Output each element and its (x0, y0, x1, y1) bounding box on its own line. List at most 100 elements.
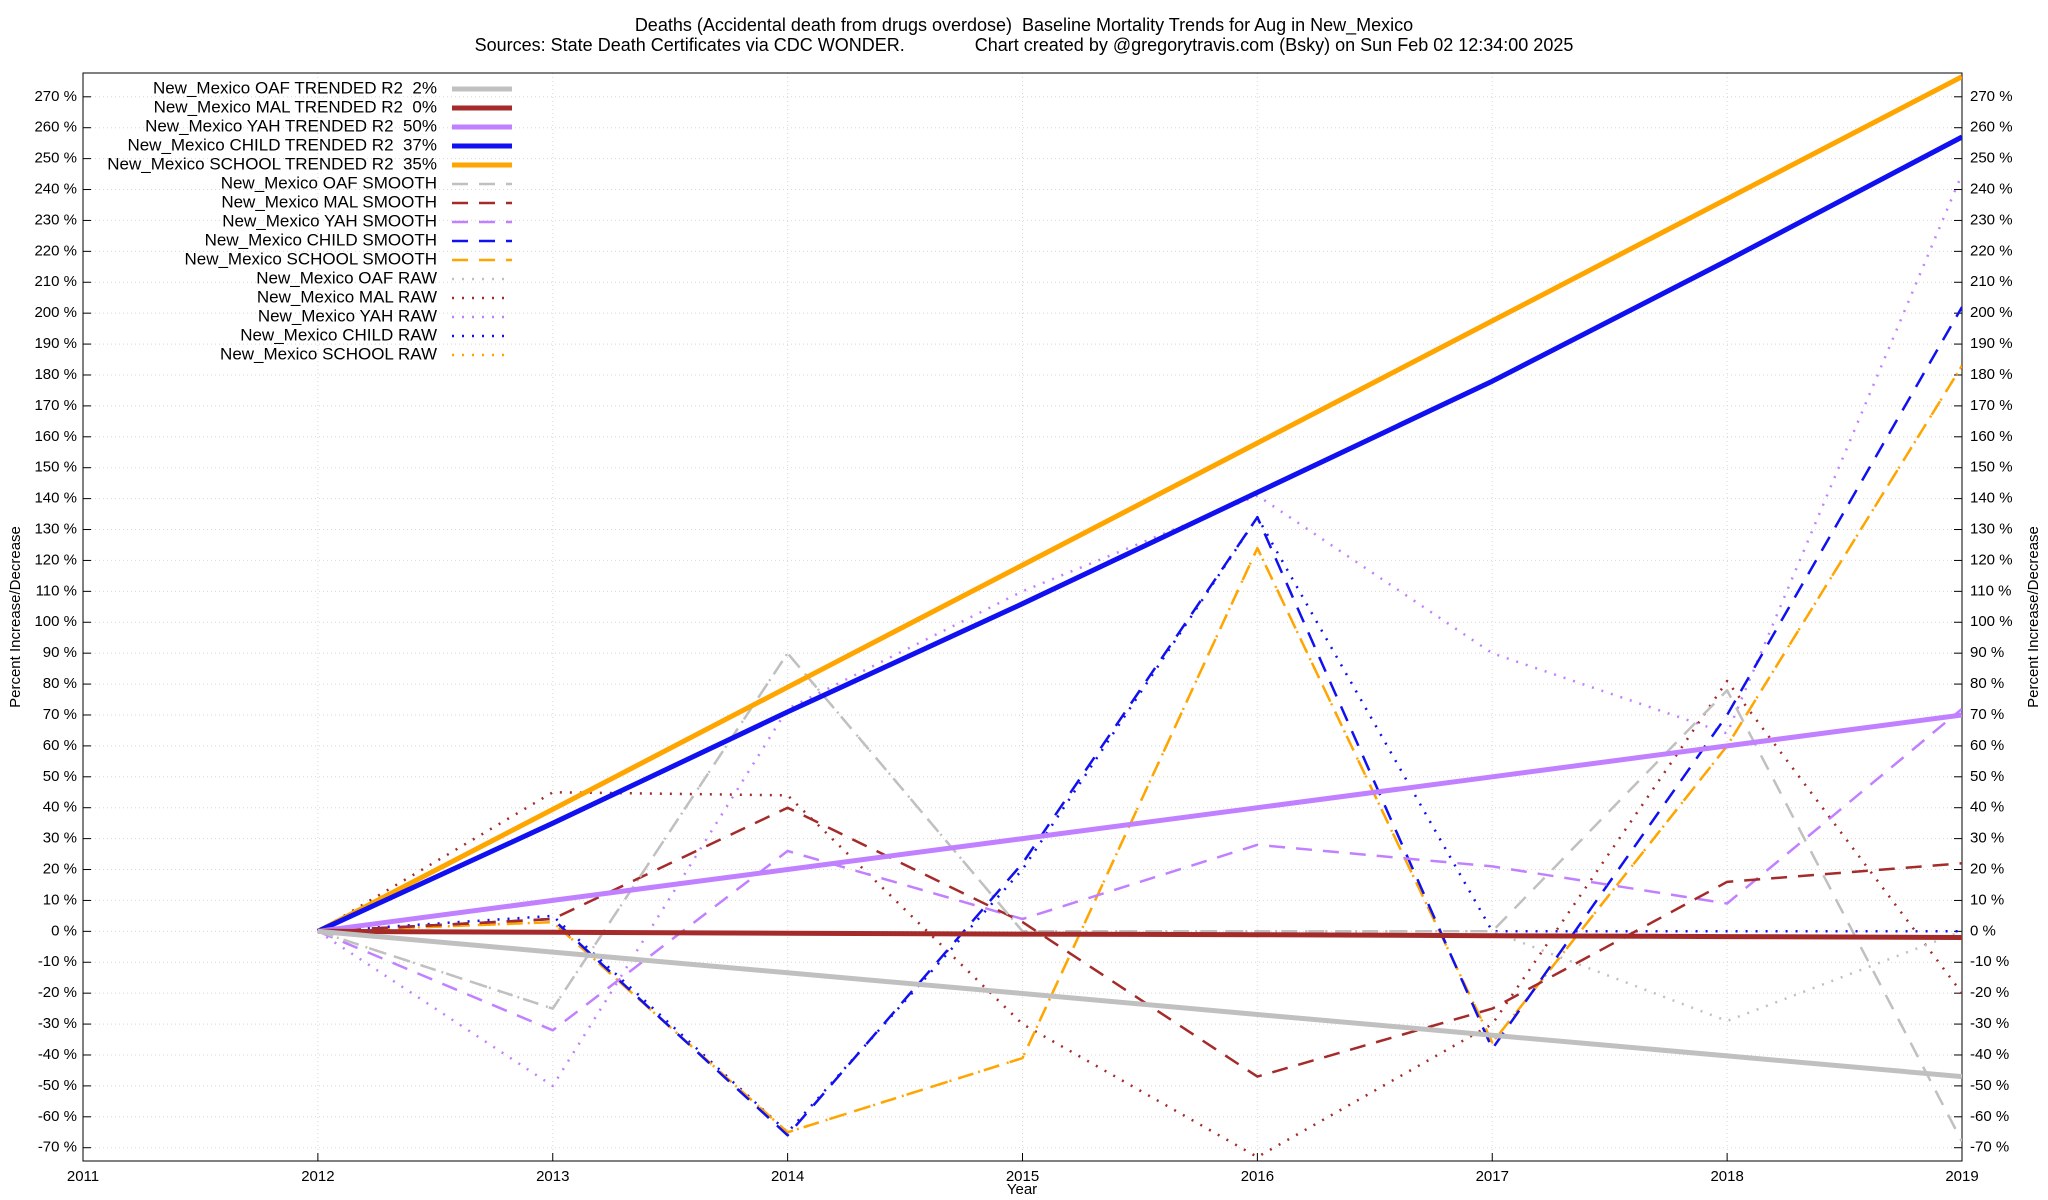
series-line (317, 306, 1962, 1137)
series-line (317, 173, 1962, 1088)
y2-tick-label: 40 % (1970, 799, 2004, 816)
y2-tick-label: -40 % (1970, 1046, 2009, 1063)
y-tick-label: 70 % (43, 706, 77, 723)
legend-label: New_Mexico YAH TRENDED R2 50% (145, 116, 437, 135)
y2-tick-label: 190 % (1970, 335, 2013, 352)
y2-tick-label: 140 % (1970, 490, 2013, 507)
y-tick-label: 20 % (43, 860, 77, 877)
y-tick-label: 90 % (43, 644, 77, 661)
series-line (317, 707, 1962, 1032)
legend-label: New_Mexico MAL TRENDED R2 0% (154, 97, 437, 116)
y-tick-label: 60 % (43, 737, 77, 754)
legend-label: New_Mexico OAF RAW (256, 268, 437, 287)
series-line (317, 679, 1962, 1159)
y2-tick-label: -50 % (1970, 1077, 2009, 1094)
legend-label: New_Mexico CHILD RAW (240, 325, 437, 344)
series-line (316, 134, 1962, 934)
y-tick-label: 210 % (34, 273, 77, 290)
x-tick-label: 2014 (771, 1168, 804, 1185)
chart-subtitle: Sources: State Death Certificates via CD… (475, 35, 1574, 55)
y2-tick-label: 210 % (1970, 273, 2013, 290)
y2-tick-label: -20 % (1970, 984, 2009, 1001)
y-tick-label: 240 % (34, 180, 77, 197)
legend-label: New_Mexico OAF SMOOTH (221, 173, 437, 192)
y2-tick-label: 180 % (1970, 366, 2013, 383)
y-tick-label: 200 % (34, 304, 77, 321)
y-tick-label: -40 % (38, 1046, 77, 1063)
y-tick-label: 250 % (34, 150, 77, 167)
y-tick-label: 80 % (43, 675, 77, 692)
x-tick-label: 2012 (301, 1168, 334, 1185)
y-tick-label: 0 % (51, 922, 77, 939)
y-tick-label: 160 % (34, 428, 77, 445)
x-tick-label: 2011 (67, 1168, 99, 1185)
y-tick-label: 50 % (43, 768, 77, 785)
y-tick-label: 110 % (36, 582, 77, 599)
y2-tick-label: 30 % (1970, 830, 2004, 847)
x-axis-label: Year (1007, 1181, 1037, 1198)
y2-tick-label: 240 % (1970, 180, 2013, 197)
x-tick-label: 2015 (1006, 1168, 1039, 1185)
series-line (317, 651, 1962, 1023)
y-tick-label: -20 % (38, 984, 77, 1001)
y2-tick-label: 80 % (1970, 675, 2004, 692)
y2-tick-label: 160 % (1970, 428, 2013, 445)
y2-tick-label: 90 % (1970, 644, 2004, 661)
x-tick-label: 2017 (1476, 1168, 1509, 1185)
series-line (317, 365, 1962, 1134)
y2-tick-label: 130 % (1970, 520, 2013, 537)
y-tick-label: 140 % (34, 490, 77, 507)
series-line (317, 651, 1962, 1143)
y-tick-label: 130 % (34, 520, 77, 537)
legend-label: New_Mexico MAL RAW (257, 287, 437, 306)
y2-tick-label: 50 % (1970, 768, 2004, 785)
y2-tick-label: 60 % (1970, 737, 2004, 754)
y2-tick-label: 100 % (1970, 613, 2013, 630)
y2-tick-label: -60 % (1970, 1108, 2009, 1125)
y-tick-label: 120 % (34, 551, 77, 568)
y2-tick-label: 200 % (1970, 304, 2013, 321)
y2-tick-label: 10 % (1970, 891, 2004, 908)
y2-tick-label: -30 % (1970, 1015, 2009, 1032)
legend-label: New_Mexico YAH RAW (258, 306, 437, 325)
legend-label: New_Mexico SCHOOL SMOOTH (184, 249, 437, 268)
series-line (317, 928, 1962, 1080)
y-tick-label: -60 % (38, 1108, 77, 1125)
y-tick-label: -30 % (38, 1015, 77, 1032)
y-tick-label: 40 % (43, 799, 77, 816)
legend-label: New_Mexico CHILD SMOOTH (205, 230, 437, 249)
y2-tick-label: 250 % (1970, 150, 2013, 167)
y2-tick-label: 170 % (1970, 397, 2013, 414)
series-line (317, 712, 1962, 934)
legend-label: New_Mexico MAL SMOOTH (221, 192, 437, 211)
plot-border (82, 72, 1963, 1162)
y2-axis-label: Percent Increase/Decrease (2025, 526, 2042, 708)
legend-label: New_Mexico SCHOOL TRENDED R2 35% (107, 154, 437, 173)
y2-tick-label: 230 % (1970, 211, 2013, 228)
y2-tick-label: -70 % (1970, 1139, 2009, 1156)
y2-tick-label: -10 % (1970, 953, 2009, 970)
y-tick-label: 270 % (34, 88, 77, 105)
y-axis-label: Percent Increase/Decrease (7, 526, 24, 708)
x-tick-label: 2013 (536, 1168, 569, 1185)
x-tick-label: 2018 (1710, 1168, 1743, 1185)
series-line (317, 806, 1962, 1078)
legend-label: New_Mexico CHILD TRENDED R2 37% (127, 135, 437, 154)
y2-tick-label: 110 % (1970, 582, 2011, 599)
y2-tick-label: 20 % (1970, 860, 2004, 877)
chart-title: Deaths (Accidental death from drugs over… (635, 15, 1413, 36)
y-tick-label: 30 % (43, 830, 77, 847)
y2-tick-label: 220 % (1970, 242, 2013, 259)
x-tick-label: 2019 (1945, 1168, 1978, 1185)
y-tick-label: 230 % (34, 211, 77, 228)
x-tick-label: 2016 (1241, 1168, 1274, 1185)
y-tick-label: -70 % (38, 1139, 77, 1156)
series-line (316, 74, 1962, 934)
y-tick-label: 100 % (34, 613, 77, 630)
y-tick-label: 170 % (34, 397, 77, 414)
y-tick-label: -50 % (38, 1077, 77, 1094)
y-tick-label: 10 % (43, 891, 77, 908)
series-line (317, 928, 1962, 940)
y-tick-label: 220 % (34, 242, 77, 259)
